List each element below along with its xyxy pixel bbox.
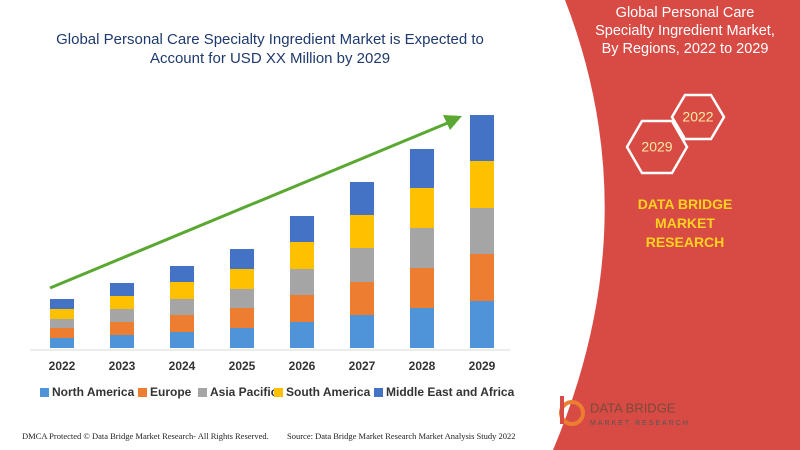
legend-swatch [40, 388, 49, 397]
bar-segment [290, 295, 314, 322]
bar-segment [410, 308, 434, 348]
logo-name: DATA BRIDGE [590, 400, 676, 415]
legend-swatch [138, 388, 147, 397]
bar-segment [50, 338, 74, 348]
bar-segment [290, 242, 314, 269]
bar-segment [410, 228, 434, 268]
bar-segment [230, 289, 254, 308]
bar-segment [50, 299, 74, 309]
bar-segment [230, 308, 254, 328]
legend-label: Europe [150, 385, 192, 399]
chart-title: Global Personal Care Specialty Ingredien… [56, 31, 484, 67]
bar-segment [170, 332, 194, 348]
legend-label: Middle East and Africa [386, 385, 515, 399]
bar-segment [410, 268, 434, 308]
legend-label: North America [52, 385, 135, 399]
panel-title: Global Personal Care Specialty Ingredien… [595, 5, 775, 57]
bar-segment [110, 283, 134, 296]
footer-right: Source: Data Bridge Market Research Mark… [287, 431, 516, 441]
bar-segment [110, 322, 134, 335]
x-tick-label: 2022 [49, 359, 76, 373]
logo-icon [560, 396, 564, 424]
bar-segment [230, 328, 254, 348]
logo-tagline: MARKET RESEARCH [590, 420, 690, 427]
bar-segment [290, 269, 314, 295]
bar-segment [470, 254, 494, 301]
x-tick-label: 2023 [109, 359, 136, 373]
bar-segment [470, 161, 494, 208]
legend-label: Asia Pacific [210, 385, 278, 399]
bar-segment [170, 315, 194, 332]
bar-segment [410, 188, 434, 228]
bar-segment [470, 115, 494, 161]
bar-segment [470, 301, 494, 348]
bar-segment [230, 269, 254, 289]
bar-segment [290, 216, 314, 242]
bar-segment [110, 309, 134, 322]
x-tick-label: 2028 [409, 359, 436, 373]
bar-segment [170, 282, 194, 299]
bar-segment [350, 282, 374, 315]
x-tick-label: 2029 [469, 359, 496, 373]
side-panel [553, 0, 800, 450]
bar-segment [110, 296, 134, 309]
bar-segment [350, 315, 374, 348]
bar-segment [350, 248, 374, 282]
x-tick-label: 2026 [289, 359, 316, 373]
bar-segment [170, 299, 194, 315]
brand: DATA BRIDGE MARKET RESEARCH [637, 196, 733, 250]
bar-segment [350, 182, 374, 215]
bar-segment [410, 149, 434, 188]
arrow-head [443, 115, 462, 130]
hexagon [625, 119, 689, 175]
hexagon [670, 93, 726, 141]
x-tick-label: 2025 [229, 359, 256, 373]
bar-segment [170, 266, 194, 282]
legend-swatch [274, 388, 283, 397]
bar-segment [50, 319, 74, 328]
trend-arrow [49, 120, 451, 290]
bar-segment [230, 249, 254, 269]
bar-segment [50, 328, 74, 338]
hex-label: 2029 [641, 139, 672, 155]
x-tick-label: 2024 [169, 359, 196, 373]
bar-segment [290, 322, 314, 348]
bar-segment [470, 208, 494, 254]
hex-label: 2022 [682, 109, 713, 125]
bar-segment [50, 309, 74, 319]
x-tick-label: 2027 [349, 359, 376, 373]
legend-swatch [374, 388, 383, 397]
bar-segment [350, 215, 374, 248]
footer-left: DMCA Protected © Data Bridge Market Rese… [22, 431, 269, 441]
legend-swatch [198, 388, 207, 397]
legend-label: South America [286, 385, 371, 399]
bar-segment [110, 335, 134, 348]
